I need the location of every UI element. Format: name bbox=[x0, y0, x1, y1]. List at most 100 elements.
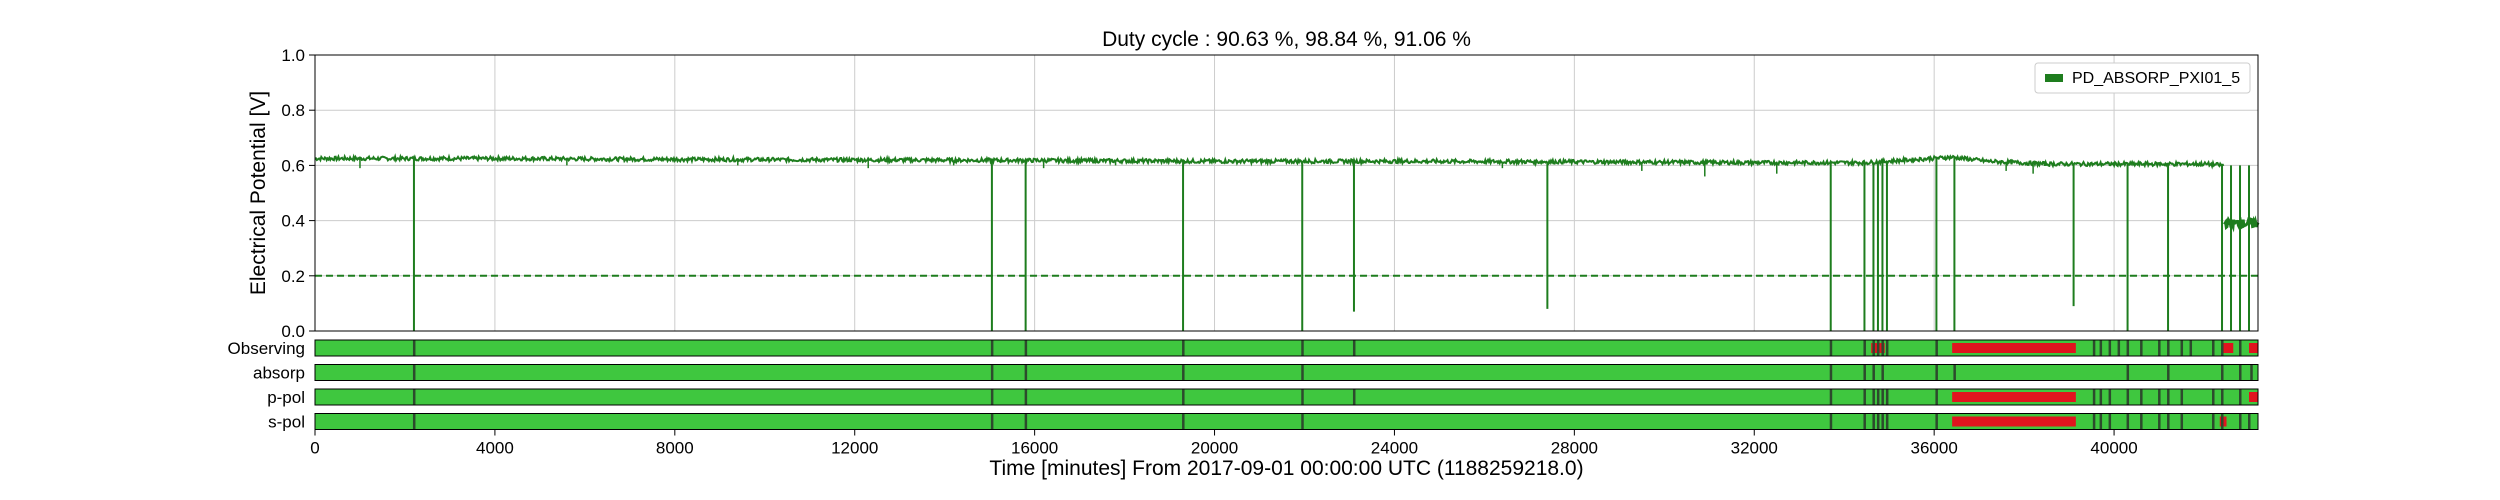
state-dark-mark bbox=[2239, 389, 2242, 405]
state-dark-mark bbox=[2221, 389, 2224, 405]
state-dark-mark bbox=[2127, 389, 2130, 405]
state-dark-mark bbox=[2158, 414, 2161, 430]
state-dark-mark bbox=[1872, 389, 1875, 405]
state-dark-mark bbox=[1953, 365, 1956, 381]
state-dark-mark bbox=[2127, 340, 2130, 356]
state-dark-mark bbox=[1863, 389, 1866, 405]
state-dark-mark bbox=[1935, 389, 1938, 405]
state-dark-mark bbox=[2167, 414, 2170, 430]
state-dark-mark bbox=[2239, 365, 2242, 381]
state-dark-mark bbox=[1025, 414, 1028, 430]
state-dark-mark bbox=[413, 340, 416, 356]
state-dark-mark bbox=[2100, 340, 2103, 356]
state-dark-mark bbox=[991, 389, 994, 405]
state-dark-mark bbox=[2221, 340, 2224, 356]
state-dark-mark bbox=[2093, 389, 2096, 405]
state-dark-mark bbox=[2212, 389, 2215, 405]
state-bar-label: p-pol bbox=[267, 388, 305, 407]
state-dark-mark bbox=[991, 340, 994, 356]
state-red-segment bbox=[2222, 343, 2233, 353]
x-tick-label: 16000 bbox=[1011, 439, 1058, 458]
state-dark-mark bbox=[1872, 340, 1875, 356]
x-tick-label: 4000 bbox=[476, 439, 514, 458]
state-dark-mark bbox=[1877, 340, 1880, 356]
state-dark-mark bbox=[2181, 389, 2184, 405]
state-dark-mark bbox=[2140, 414, 2143, 430]
state-dark-mark bbox=[1935, 414, 1938, 430]
state-dark-mark bbox=[2239, 340, 2242, 356]
state-dark-mark bbox=[1182, 340, 1185, 356]
state-dark-mark bbox=[2239, 414, 2242, 430]
chart-title: Duty cycle : 90.63 %, 98.84 %, 91.06 % bbox=[1102, 28, 1471, 51]
state-dark-mark bbox=[991, 365, 994, 381]
state-red-segment bbox=[1952, 343, 2076, 353]
state-dark-mark bbox=[2100, 414, 2103, 430]
x-tick-label: 32000 bbox=[1731, 439, 1778, 458]
state-dark-mark bbox=[1863, 365, 1866, 381]
state-dark-mark bbox=[2109, 389, 2112, 405]
y-axis-ticks: 0.00.20.40.60.81.0 bbox=[281, 46, 315, 341]
state-dark-mark bbox=[1301, 365, 1304, 381]
state-dark-mark bbox=[2109, 340, 2112, 356]
x-axis-ticks: 0400080001200016000200002400028000320003… bbox=[310, 430, 2137, 458]
state-dark-mark bbox=[1935, 340, 1938, 356]
state-bar-observing: Observing bbox=[228, 339, 2258, 358]
x-tick-label: 40000 bbox=[2090, 439, 2137, 458]
state-dark-mark bbox=[413, 365, 416, 381]
state-dark-mark bbox=[2212, 340, 2215, 356]
state-dark-mark bbox=[2093, 340, 2096, 356]
state-dark-mark bbox=[1830, 340, 1833, 356]
x-tick-label: 36000 bbox=[1911, 439, 1958, 458]
state-red-segment bbox=[2249, 392, 2258, 402]
legend-label: PD_ABSORP_PXI01_5 bbox=[2072, 70, 2240, 87]
state-bar-fill bbox=[315, 365, 2258, 381]
state-dark-mark bbox=[1182, 389, 1185, 405]
state-dark-mark bbox=[2167, 389, 2170, 405]
series-low-segment bbox=[2224, 219, 2258, 227]
state-dark-mark bbox=[2127, 365, 2130, 381]
state-dark-mark bbox=[2221, 414, 2224, 430]
x-tick-label: 12000 bbox=[831, 439, 878, 458]
state-dark-mark bbox=[1886, 389, 1889, 405]
state-bar-p-pol: p-pol bbox=[267, 388, 2258, 407]
state-dark-mark bbox=[2190, 340, 2193, 356]
x-tick-label: 8000 bbox=[656, 439, 694, 458]
state-dark-mark bbox=[2167, 365, 2170, 381]
state-dark-mark bbox=[1182, 365, 1185, 381]
legend-swatch bbox=[2045, 74, 2063, 82]
state-dark-mark bbox=[2093, 414, 2096, 430]
state-dark-mark bbox=[1301, 340, 1304, 356]
state-dark-mark bbox=[1881, 365, 1884, 381]
y-axis-label: Electrical Potential [V] bbox=[247, 91, 270, 295]
state-dark-mark bbox=[1881, 389, 1884, 405]
state-dark-mark bbox=[1877, 414, 1880, 430]
x-tick-label: 24000 bbox=[1371, 439, 1418, 458]
state-dark-mark bbox=[991, 414, 994, 430]
state-dark-mark bbox=[2140, 389, 2143, 405]
state-dark-mark bbox=[1830, 389, 1833, 405]
state-dark-mark bbox=[1863, 414, 1866, 430]
state-dark-mark bbox=[1353, 389, 1356, 405]
state-red-segment bbox=[1952, 417, 2076, 427]
state-dark-mark bbox=[1935, 365, 1938, 381]
state-bars: Observingabsorpp-pols-pol bbox=[228, 339, 2258, 432]
state-dark-mark bbox=[2118, 340, 2121, 356]
state-dark-mark bbox=[2158, 340, 2161, 356]
y-tick-label: 0.8 bbox=[281, 101, 305, 120]
x-tick-label: 20000 bbox=[1191, 439, 1238, 458]
state-dark-mark bbox=[2127, 414, 2130, 430]
state-dark-mark bbox=[1353, 340, 1356, 356]
state-dark-mark bbox=[1025, 340, 1028, 356]
state-dark-mark bbox=[1886, 340, 1889, 356]
state-bar-absorp: absorp bbox=[253, 364, 2258, 383]
state-dark-mark bbox=[413, 414, 416, 430]
state-dark-mark bbox=[2250, 365, 2253, 381]
plot-area bbox=[315, 55, 2258, 331]
state-red-segment bbox=[2249, 343, 2258, 353]
x-axis-label: Time [minutes] From 2017-09-01 00:00:00 … bbox=[989, 457, 1583, 480]
state-bar-label: Observing bbox=[228, 339, 305, 358]
state-dark-mark bbox=[2221, 365, 2224, 381]
state-dark-mark bbox=[1881, 340, 1884, 356]
state-dark-mark bbox=[1881, 414, 1884, 430]
